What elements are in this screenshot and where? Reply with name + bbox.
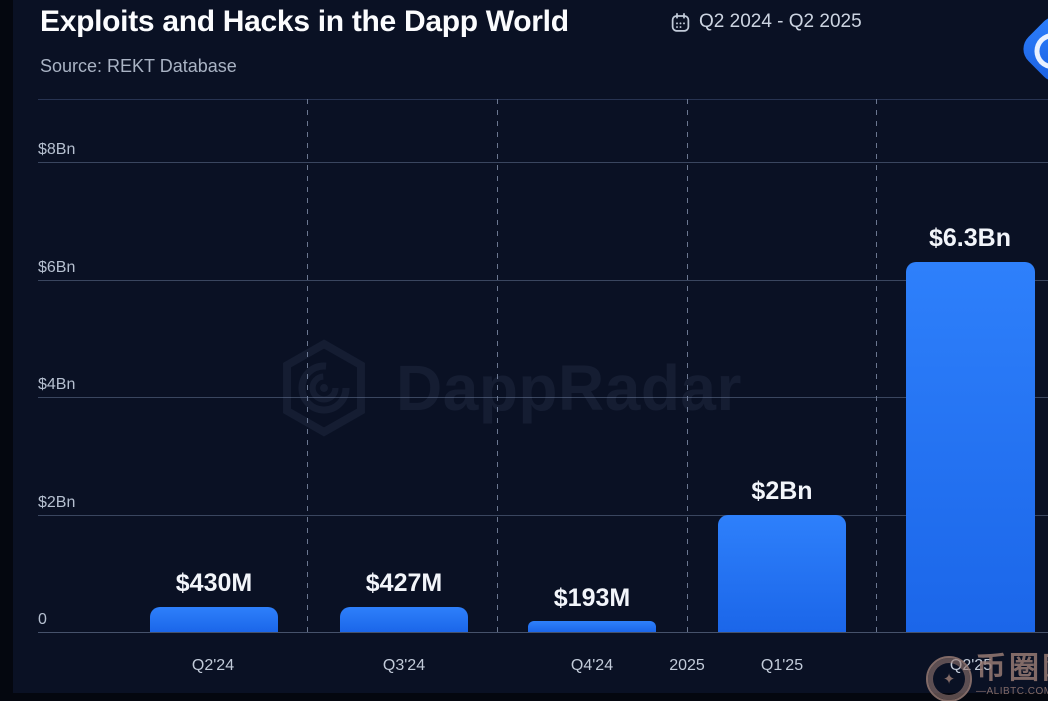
x-tick-year-2025: 2025	[669, 657, 705, 674]
plot-top-border	[38, 99, 1048, 100]
vgrid-separator-2	[497, 99, 498, 632]
vgrid-separator-1	[307, 99, 308, 632]
calendar-icon	[671, 12, 690, 32]
y-tick-2bn: $2Bn	[38, 494, 76, 511]
y-tick-8bn: $8Bn	[38, 141, 76, 158]
value-label-q2-24: $430M	[175, 569, 253, 597]
date-range-control[interactable]: Q2 2024 - Q2 2025	[670, 10, 862, 34]
value-label-q2-25: $6.3Bn	[929, 224, 1011, 252]
dappradar-logo-ring	[1034, 33, 1048, 70]
date-range-label: Q2 2024 - Q2 2025	[699, 11, 862, 32]
page-title: Exploits and Hacks in the Dapp World	[40, 5, 569, 38]
y-tick-6bn: $6Bn	[38, 259, 76, 276]
x-tick-q2-24: Q2'24	[191, 657, 235, 674]
gridline-8bn	[38, 162, 1048, 163]
chart-card	[13, 0, 1048, 693]
x-tick-q1-25: Q1'25	[760, 657, 804, 674]
gridline-2bn	[38, 515, 1048, 516]
bar-q2-25[interactable]	[906, 262, 1035, 632]
gridline-4bn	[38, 397, 1048, 398]
source-label: Source: REKT Database	[40, 56, 237, 76]
gridline-6bn	[38, 280, 1048, 281]
bar-q4-24[interactable]	[528, 621, 656, 632]
y-tick-0: 0	[38, 611, 47, 628]
x-tick-q2-25: Q2'25	[949, 657, 993, 674]
bar-q3-24[interactable]	[340, 607, 468, 632]
vgrid-separator-year	[687, 99, 688, 632]
value-label-q4-24: $193M	[553, 584, 631, 612]
x-tick-q3-24: Q3'24	[382, 657, 426, 674]
vgrid-separator-3	[876, 99, 877, 632]
y-tick-4bn: $4Bn	[38, 376, 76, 393]
bar-q2-24[interactable]	[150, 607, 278, 632]
bar-q1-25[interactable]	[718, 515, 846, 632]
x-tick-q4-24: Q4'24	[570, 657, 614, 674]
value-label-q1-25: $2Bn	[751, 477, 813, 505]
x-axis-baseline	[38, 632, 1048, 633]
value-label-q3-24: $427M	[365, 569, 443, 597]
